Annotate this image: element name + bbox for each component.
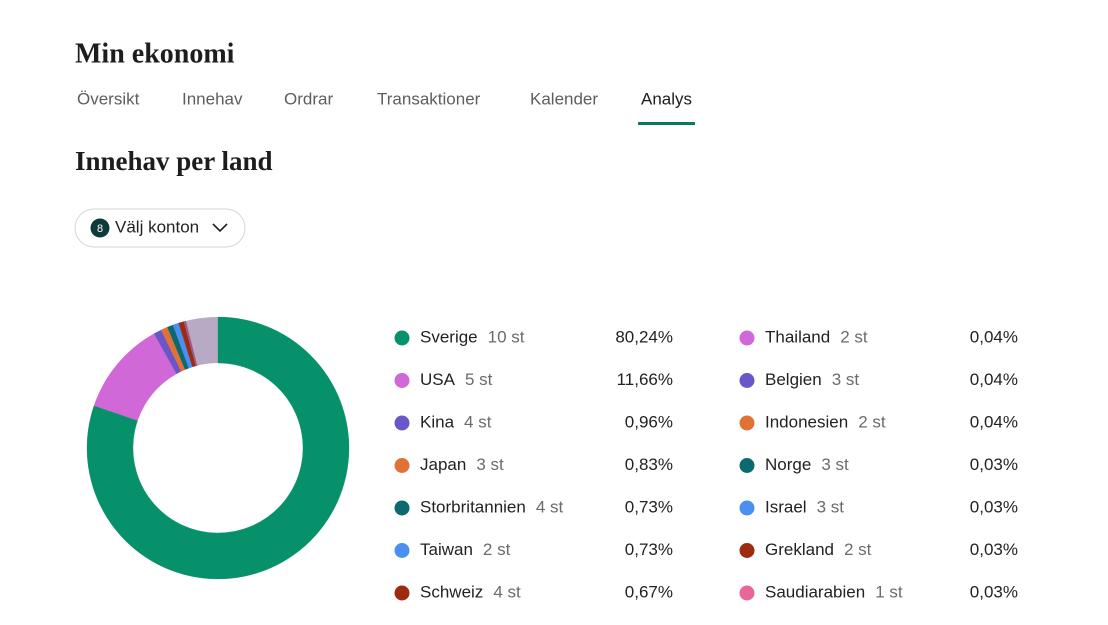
legend-name: Taiwan xyxy=(420,540,473,559)
legend-value: 0,73% xyxy=(625,497,673,516)
donut xyxy=(86,316,350,580)
legend-dot xyxy=(739,543,755,558)
legend-count: 10 st xyxy=(488,327,525,346)
legend-dot xyxy=(394,585,410,601)
legend-dot xyxy=(739,373,755,388)
legend-dot xyxy=(394,415,410,431)
legend-dot xyxy=(394,458,410,473)
legend-value: 0,03% xyxy=(970,540,1018,559)
legend-count: 5 st xyxy=(465,370,493,389)
legend-name: Kina xyxy=(420,412,455,431)
legend-dot xyxy=(394,543,410,558)
legend-count: 4 st xyxy=(536,497,564,516)
legend-count: 4 st xyxy=(464,412,492,431)
legend-value: 0,03% xyxy=(970,497,1018,516)
legend-name: Grekland xyxy=(765,540,834,559)
legend-value: 0,04% xyxy=(970,327,1018,346)
tab[interactable]: Kalender xyxy=(530,89,598,108)
legend-name: Sverige xyxy=(420,327,478,346)
legend-count: 2 st xyxy=(483,540,511,559)
legend-name: Norge xyxy=(765,455,811,474)
legend-name: Belgien xyxy=(765,370,822,389)
legend-dot xyxy=(739,500,755,516)
tab[interactable]: Analys xyxy=(641,89,692,108)
legend-count: 3 st xyxy=(476,455,504,474)
legend-dot xyxy=(394,330,410,346)
legend-value: 80,24% xyxy=(615,327,673,346)
legend-value: 0,83% xyxy=(625,455,673,474)
tab[interactable]: Innehav xyxy=(182,89,243,108)
legend-count: 2 st xyxy=(840,327,868,346)
tab[interactable]: Ordrar xyxy=(284,89,333,108)
tab[interactable]: Transaktioner xyxy=(377,89,481,108)
legend-value: 0,73% xyxy=(625,540,673,559)
tab-indicator xyxy=(638,122,696,125)
legend-name: Storbritannien xyxy=(420,497,526,516)
legend-value: 0,04% xyxy=(970,412,1018,431)
legend-dot xyxy=(394,373,410,388)
legend-dot xyxy=(739,458,755,473)
legend-count: 1 st xyxy=(875,582,903,601)
legend-count: 2 st xyxy=(858,412,886,431)
donut-slice xyxy=(185,320,198,366)
legend-count: 3 st xyxy=(832,370,860,389)
button-frame xyxy=(74,208,246,248)
legend-value: 0,03% xyxy=(970,582,1018,601)
legend-value: 0,04% xyxy=(970,370,1018,389)
legend-count: 3 st xyxy=(817,497,845,516)
badge-count: 8 xyxy=(97,223,103,235)
legend-value: 11,66% xyxy=(617,370,673,389)
legend-name: Israel xyxy=(765,497,807,516)
legend-dot xyxy=(739,585,755,601)
badge xyxy=(90,218,110,238)
tab[interactable]: Översikt xyxy=(77,89,140,108)
legend-name: USA xyxy=(420,370,456,389)
legend-count: 2 st xyxy=(844,540,872,559)
legend-name: Indonesien xyxy=(765,412,848,431)
legend-name: Saudiarabien xyxy=(765,582,865,601)
legend-count: 4 st xyxy=(493,582,521,601)
donut-slice xyxy=(86,316,350,580)
legend-dot xyxy=(739,330,755,346)
section-title: Innehav per land xyxy=(75,146,273,176)
button-label: Välj konton xyxy=(115,217,199,236)
legend-dot xyxy=(394,500,410,516)
chevron xyxy=(212,223,228,233)
legend-value: 0,96% xyxy=(625,412,673,431)
legend: Sverige 10 st 80,24% USA 5 st 11,66% Kina 4 st 0… xyxy=(394,327,1018,601)
legend-name: Schweiz xyxy=(420,582,483,601)
legend-dot xyxy=(739,415,755,431)
account-button[interactable]: 8 Välj konton xyxy=(74,208,246,248)
legend-count: 3 st xyxy=(821,455,849,474)
legend-value: 0,03% xyxy=(970,455,1018,474)
legend-name: Japan xyxy=(420,455,466,474)
legend-value: 0,67% xyxy=(625,582,673,601)
legend-name: Thailand xyxy=(765,327,830,346)
page-title: Min ekonomi xyxy=(75,38,235,69)
tab-bar: Översikt Innehav Ordrar Transaktioner Kalend… xyxy=(77,89,696,125)
